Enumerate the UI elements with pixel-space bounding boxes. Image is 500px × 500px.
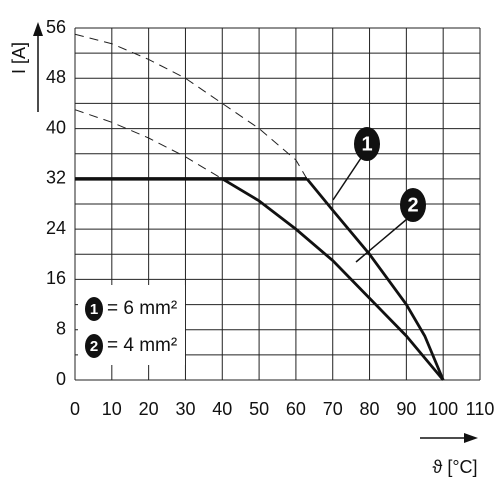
x-tick-label: 40 bbox=[212, 399, 232, 419]
series-line bbox=[74, 33, 308, 180]
x-axis-arrowhead bbox=[464, 433, 478, 443]
x-tick-label: 70 bbox=[323, 399, 343, 419]
x-tick-label: 0 bbox=[70, 399, 80, 419]
y-tick-label: 32 bbox=[46, 168, 66, 188]
x-tick-label: 10 bbox=[102, 399, 122, 419]
legend-label: = 6 mm² bbox=[107, 298, 177, 319]
x-tick-label: 60 bbox=[286, 399, 306, 419]
series-line bbox=[305, 177, 445, 381]
legend-marker-label: 1 bbox=[90, 301, 98, 318]
y-tick-label: 24 bbox=[46, 218, 66, 238]
x-tick-label: 100 bbox=[428, 399, 458, 419]
legend-marker-label: 2 bbox=[90, 338, 98, 355]
y-axis-label: I [A] bbox=[9, 42, 29, 74]
y-tick-label: 0 bbox=[56, 369, 66, 389]
series-line bbox=[74, 109, 223, 180]
legend-marker bbox=[85, 297, 103, 321]
legend-label: = 4 mm² bbox=[107, 335, 177, 356]
x-tick-label: 50 bbox=[249, 399, 269, 419]
series-line bbox=[221, 177, 445, 381]
x-axis-label: ϑ [°C] bbox=[432, 457, 477, 477]
legend-marker bbox=[85, 334, 103, 358]
callout-label: 2 bbox=[407, 194, 418, 216]
y-tick-label: 40 bbox=[46, 117, 66, 137]
y-axis-arrowhead bbox=[33, 22, 43, 36]
y-tick-label: 8 bbox=[56, 318, 66, 338]
y-tick-label: 56 bbox=[46, 17, 66, 37]
y-tick-label: 48 bbox=[46, 67, 66, 87]
x-tick-label: 90 bbox=[396, 399, 416, 419]
callout-marker bbox=[400, 188, 426, 222]
y-tick-label: 16 bbox=[46, 268, 66, 288]
x-tick-label: 20 bbox=[139, 399, 159, 419]
callout-leader bbox=[355, 218, 408, 263]
callout-marker bbox=[354, 127, 380, 161]
x-tick-label: 30 bbox=[175, 399, 195, 419]
x-tick-label: 80 bbox=[360, 399, 380, 419]
x-tick-label: 110 bbox=[466, 399, 495, 419]
callout-leader bbox=[332, 157, 362, 201]
callout-label: 1 bbox=[361, 133, 372, 155]
